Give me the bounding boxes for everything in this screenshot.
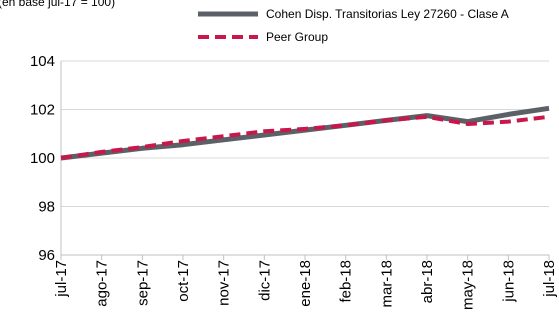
x-tick-label: jun-18 (500, 260, 517, 303)
y-tick-label: 96 (38, 247, 55, 264)
series-line-1 (60, 105, 550, 161)
x-tick-label: oct-17 (175, 260, 192, 302)
legend-item-series-1: Cohen Disp. Transitorias Ley 27260 - Cla… (198, 7, 509, 21)
x-tick-label: abr-18 (419, 260, 436, 303)
gridlines (61, 60, 549, 256)
x-tick-label: may-18 (460, 260, 477, 310)
x-tick-label: dic-17 (256, 260, 273, 301)
x-tick-label: feb-18 (338, 260, 355, 303)
legend-label-series-1: Cohen Disp. Transitorias Ley 27260 - Cla… (266, 7, 509, 21)
x-tick-label: ene-18 (297, 260, 314, 307)
series-line-2 (60, 114, 550, 160)
x-tick-label: jul-17 (53, 260, 70, 298)
x-tick-label: ago-17 (94, 260, 111, 307)
legend-item-series-2: Peer Group (198, 30, 328, 44)
x-axis: jul-17 ago-17 sep-17 oct-17 nov-17 dic-17 ene-… (53, 254, 558, 310)
x-tick-label: nov-17 (216, 260, 233, 306)
legend: Cohen Disp. Transitorias Ley 27260 - Cla… (198, 7, 509, 44)
y-tick-label: 102 (30, 102, 55, 119)
series-lines (60, 105, 550, 161)
x-tick-label: jul-18 (541, 260, 558, 298)
chart-caption-fragment: (en base jul-17 = 100) (0, 0, 115, 9)
legend-label-series-2: Peer Group (266, 30, 328, 44)
x-tick-label: sep-17 (134, 260, 151, 306)
y-tick-label: 104 (30, 53, 55, 70)
y-tick-label: 100 (30, 150, 55, 167)
y-axis: 96 98 100 102 104 (30, 53, 62, 264)
y-tick-label: 98 (38, 199, 55, 216)
x-tick-label: mar-18 (378, 260, 395, 308)
